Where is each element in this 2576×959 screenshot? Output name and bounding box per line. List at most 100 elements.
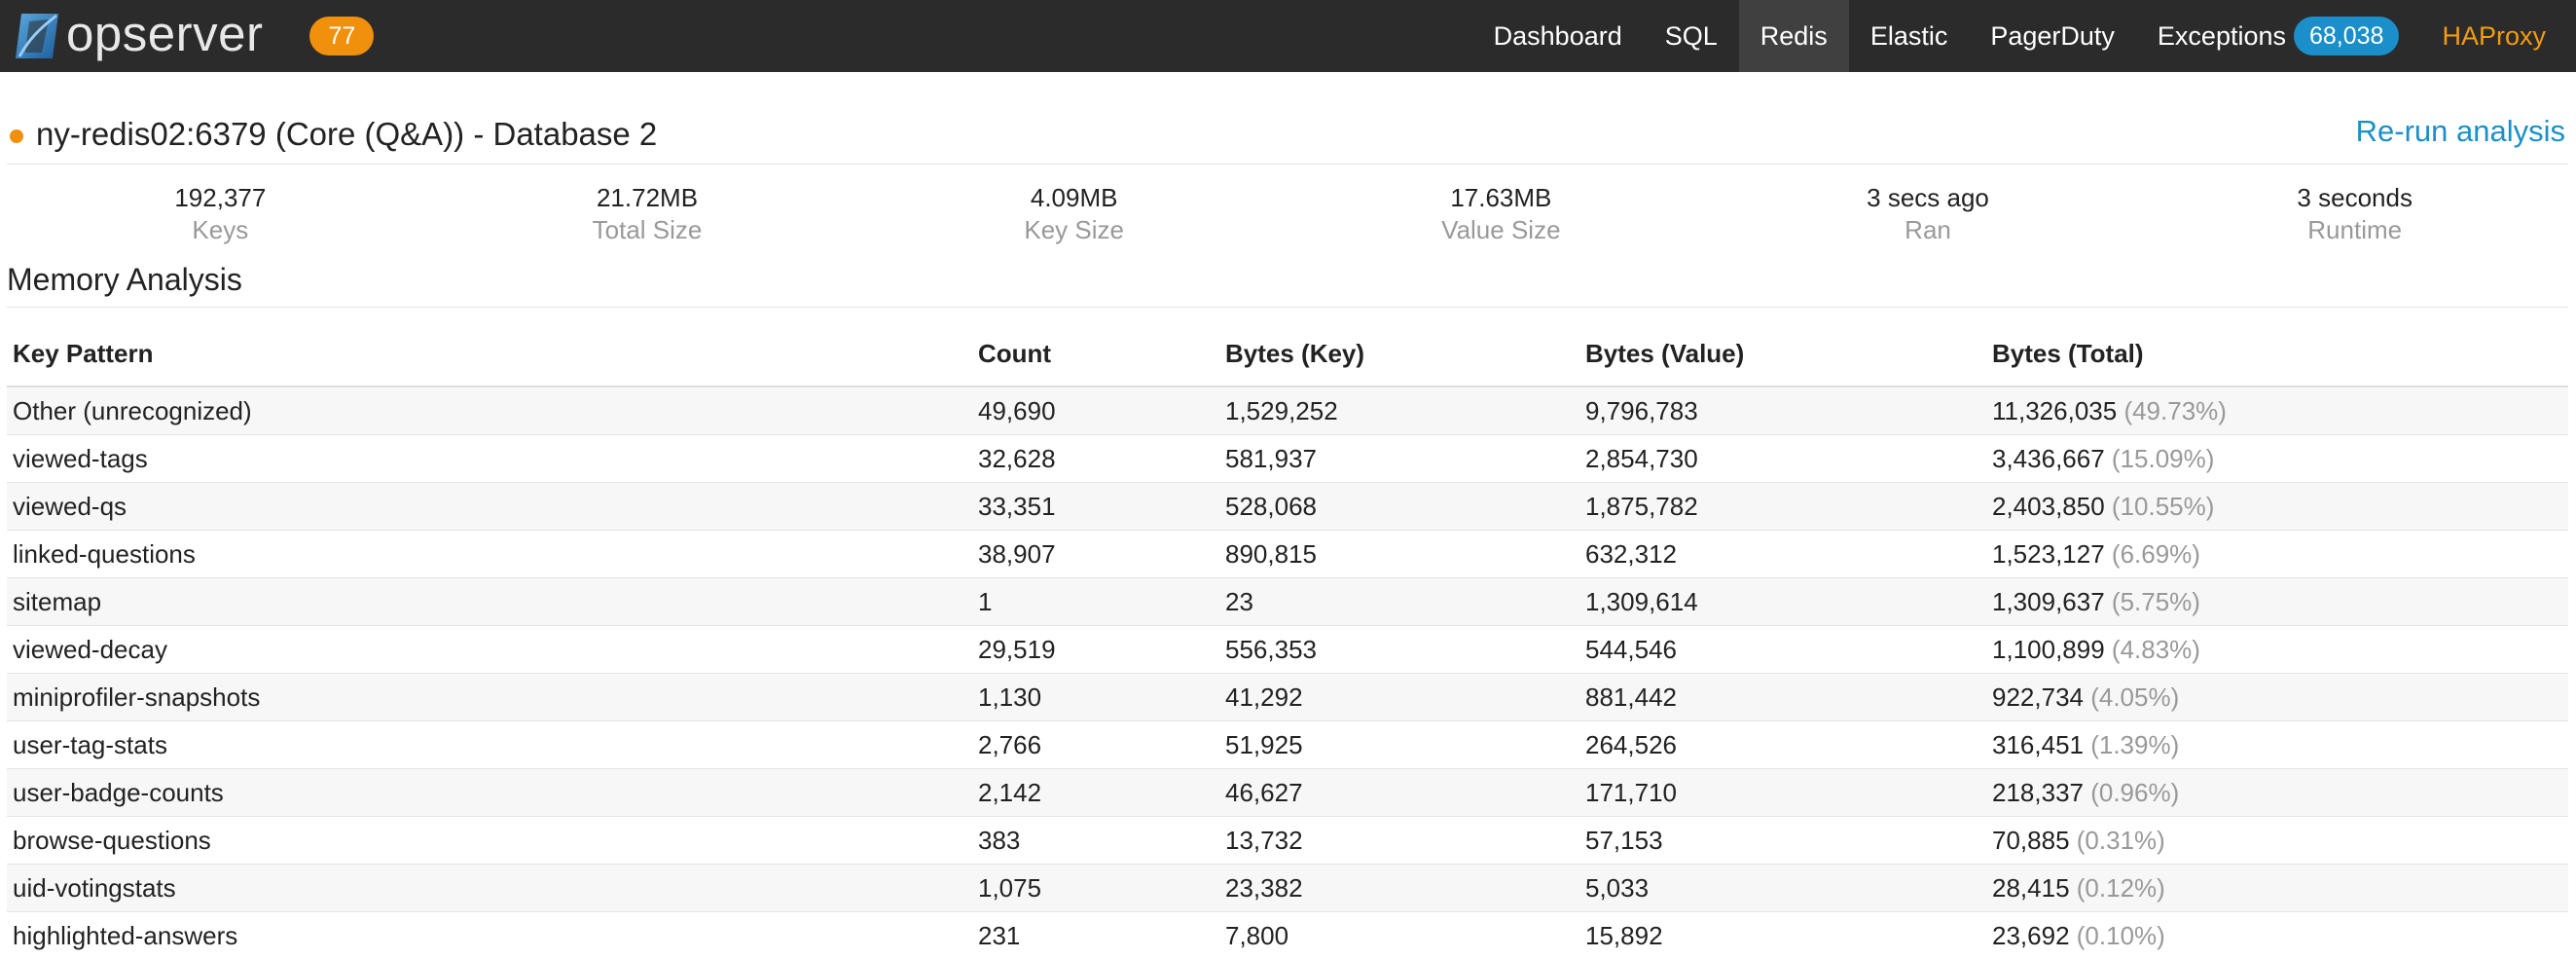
stat-label: Total Size	[434, 213, 861, 246]
cell-bytes-total: 1,100,899 (4.83%)	[1986, 626, 2568, 674]
stat-value: 3 secs ago	[1715, 182, 2142, 213]
nav-elastic[interactable]: Elastic	[1849, 0, 1970, 72]
nav-dashboard[interactable]: Dashboard	[1472, 0, 1644, 72]
main-content: ny-redis02:6379 (Core (Q&A)) - Database …	[0, 72, 2576, 959]
issues-count-badge[interactable]: 77	[309, 17, 374, 55]
bytes-total-value: 11,326,035	[1992, 396, 2117, 425]
column-header-bytes-total[interactable]: Bytes (Total)	[1986, 308, 2568, 387]
bytes-total-value: 218,337	[1992, 778, 2084, 807]
cell-bytes-value: 544,546	[1579, 626, 1986, 674]
cell-key-pattern: browse-questions	[7, 817, 972, 865]
cell-bytes-value: 1,875,782	[1579, 483, 1986, 531]
stat-value: 3 seconds	[2141, 182, 2568, 213]
cell-count: 231	[972, 912, 1219, 959]
cell-bytes-key: 7,800	[1219, 912, 1579, 959]
cell-count: 1,075	[972, 865, 1219, 912]
stat-total-size: 21.72MB Total Size	[434, 165, 861, 250]
status-dot-icon	[10, 129, 23, 143]
cell-bytes-value: 171,710	[1579, 769, 1986, 817]
cell-key-pattern: viewed-decay	[7, 626, 972, 674]
cell-key-pattern: viewed-tags	[7, 435, 972, 483]
stat-keys: 192,377 Keys	[7, 165, 434, 250]
nav-exceptions[interactable]: Exceptions 68,038	[2136, 0, 2421, 72]
cell-bytes-key: 51,925	[1219, 721, 1579, 769]
cell-bytes-total: 1,309,637 (5.75%)	[1986, 578, 2568, 626]
cell-bytes-key: 581,937	[1219, 435, 1579, 483]
column-header-bytes-key[interactable]: Bytes (Key)	[1219, 308, 1579, 387]
bytes-total-value: 2,403,850	[1992, 492, 2105, 521]
cell-bytes-total: 3,436,667 (15.09%)	[1986, 435, 2568, 483]
cell-bytes-key: 528,068	[1219, 483, 1579, 531]
bytes-total-percent: (0.10%)	[2077, 921, 2165, 950]
cell-bytes-total: 1,523,127 (6.69%)	[1986, 531, 2568, 578]
stat-value-size: 17.63MB Value Size	[1288, 165, 1715, 250]
cell-bytes-value: 9,796,783	[1579, 387, 1986, 435]
cell-bytes-key: 13,732	[1219, 817, 1579, 865]
bytes-total-value: 1,523,127	[1992, 539, 2105, 569]
bytes-total-percent: (10.55%)	[2112, 492, 2215, 521]
brand-name: opserver	[66, 9, 263, 58]
cell-count: 2,766	[972, 721, 1219, 769]
bytes-total-value: 3,436,667	[1992, 444, 2105, 473]
cell-bytes-value: 264,526	[1579, 721, 1986, 769]
cell-bytes-key: 556,353	[1219, 626, 1579, 674]
bytes-total-percent: (4.05%)	[2090, 682, 2179, 712]
cell-bytes-value: 5,033	[1579, 865, 1986, 912]
table-header-row: Key Pattern Count Bytes (Key) Bytes (Val…	[7, 308, 2568, 387]
bytes-total-value: 70,885	[1992, 826, 2070, 855]
column-header-key-pattern[interactable]: Key Pattern	[7, 308, 972, 387]
bytes-total-percent: (15.09%)	[2112, 444, 2215, 473]
cell-bytes-total: 11,326,035 (49.73%)	[1986, 387, 2568, 435]
stat-ran: 3 secs ago Ran	[1715, 165, 2142, 250]
nav-redis[interactable]: Redis	[1739, 0, 1849, 72]
bytes-total-percent: (6.69%)	[2112, 539, 2200, 569]
nav-pagerduty[interactable]: PagerDuty	[1969, 0, 2136, 72]
bytes-total-percent: (0.31%)	[2077, 826, 2165, 855]
nav-sql[interactable]: SQL	[1644, 0, 1739, 72]
nav-haproxy[interactable]: HAProxy	[2420, 0, 2576, 72]
rerun-analysis-link[interactable]: Re-run analysis	[2356, 114, 2565, 149]
cell-bytes-key: 1,529,252	[1219, 387, 1579, 435]
column-header-bytes-value[interactable]: Bytes (Value)	[1579, 308, 1986, 387]
bytes-total-value: 1,309,637	[1992, 587, 2105, 616]
bytes-total-value: 1,100,899	[1992, 635, 2105, 664]
stat-runtime: 3 seconds Runtime	[2141, 165, 2568, 250]
opserver-logo-icon	[10, 10, 62, 62]
cell-count: 2,142	[972, 769, 1219, 817]
cell-bytes-total: 23,692 (0.10%)	[1986, 912, 2568, 959]
bytes-total-percent: (0.96%)	[2090, 778, 2179, 807]
bytes-total-value: 922,734	[1992, 682, 2084, 712]
cell-key-pattern: miniprofiler-snapshots	[7, 674, 972, 721]
summary-stats: 192,377 Keys 21.72MB Total Size 4.09MB K…	[7, 165, 2568, 250]
top-navbar: opserver 77 Dashboard SQL Redis Elastic …	[0, 0, 2576, 72]
brand-logo[interactable]: opserver	[10, 0, 263, 72]
cell-key-pattern: user-tag-stats	[7, 721, 972, 769]
page-header: ny-redis02:6379 (Core (Q&A)) - Database …	[7, 72, 2568, 165]
stat-label: Key Size	[860, 213, 1288, 246]
bytes-total-percent: (1.39%)	[2090, 730, 2179, 759]
cell-bytes-value: 2,854,730	[1579, 435, 1986, 483]
cell-bytes-key: 890,815	[1219, 531, 1579, 578]
memory-analysis-table: Key Pattern Count Bytes (Key) Bytes (Val…	[7, 308, 2568, 959]
stat-value: 192,377	[7, 182, 434, 213]
cell-bytes-key: 23	[1219, 578, 1579, 626]
cell-bytes-total: 2,403,850 (10.55%)	[1986, 483, 2568, 531]
bytes-total-percent: (0.12%)	[2077, 873, 2165, 903]
cell-count: 1	[972, 578, 1219, 626]
nav-exceptions-label: Exceptions	[2158, 21, 2286, 52]
cell-key-pattern: Other (unrecognized)	[7, 387, 972, 435]
column-header-count[interactable]: Count	[972, 308, 1219, 387]
cell-bytes-total: 28,415 (0.12%)	[1986, 865, 2568, 912]
memory-analysis-title: Memory Analysis	[7, 250, 2568, 308]
stat-value: 17.63MB	[1288, 182, 1715, 213]
